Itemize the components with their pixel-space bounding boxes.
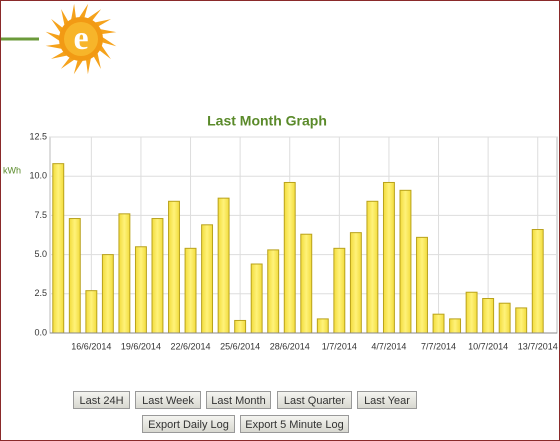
- bar: [465, 291, 478, 334]
- bar: [382, 181, 395, 334]
- y-tick-label: 2.5: [34, 288, 47, 298]
- sun-ray: [45, 31, 62, 42]
- bar: [416, 236, 428, 334]
- x-tick-label: 19/6/2014: [121, 341, 161, 351]
- bar: [333, 247, 346, 334]
- button[interactable]: Last Year: [357, 391, 417, 409]
- bar: [515, 307, 528, 334]
- y-tick-label: 10.0: [29, 171, 47, 181]
- bar: [68, 218, 81, 334]
- chart-title: Last Month Graph: [207, 113, 327, 129]
- y-tick-label: 7.5: [34, 210, 47, 220]
- button[interactable]: Export 5 Minute Log: [240, 415, 349, 433]
- logo-sun: [45, 3, 117, 75]
- bar: [52, 163, 65, 334]
- bar: [531, 229, 544, 334]
- sun-ray: [98, 43, 111, 60]
- x-tick-label: 13/7/2014: [518, 341, 558, 351]
- sun-ray: [85, 56, 92, 75]
- sun-ray: [100, 36, 117, 47]
- bar: [267, 249, 280, 334]
- bar: [217, 197, 230, 334]
- sun-ray: [45, 43, 64, 50]
- bar: [283, 181, 296, 334]
- sun-ray: [51, 18, 64, 35]
- x-tick-label: 16/6/2014: [71, 341, 111, 351]
- button[interactable]: Export Daily Log: [142, 415, 235, 433]
- x-tick-label: 22/6/2014: [171, 341, 211, 351]
- bar: [498, 302, 511, 334]
- sun-ray: [78, 3, 89, 20]
- button[interactable]: Last Week: [135, 391, 201, 409]
- bar: [85, 290, 98, 334]
- y-axis-label: kWh: [3, 165, 21, 175]
- bar: [151, 218, 164, 334]
- bar: [250, 263, 263, 334]
- bar: [300, 233, 313, 334]
- bar: [101, 254, 114, 334]
- x-tick-label: 4/7/2014: [371, 341, 406, 351]
- bar: [349, 232, 362, 334]
- bar: [234, 319, 247, 334]
- chart: e Last Month Graph kWh 0.0 2.5 5.0 7.5 10.0 1…: [1, 3, 558, 351]
- y-tick-label: 5.0: [34, 249, 47, 259]
- bar: [432, 313, 445, 334]
- bar: [184, 247, 197, 334]
- logo-letter: e: [73, 20, 88, 57]
- bar: [482, 298, 495, 334]
- bar: [316, 318, 329, 334]
- bar: [134, 246, 147, 334]
- bar: [118, 213, 131, 334]
- sun-ray: [60, 56, 77, 69]
- button[interactable]: Last Quarter: [277, 391, 352, 409]
- bar: [449, 318, 462, 334]
- bar: [366, 200, 379, 334]
- bar: [399, 189, 412, 334]
- button[interactable]: Last 24H: [73, 391, 130, 409]
- x-tick-label: 7/7/2014: [421, 341, 456, 351]
- sun-ray: [73, 58, 84, 75]
- bar: [201, 224, 214, 334]
- x-tick-label: 10/7/2014: [468, 341, 508, 351]
- sun-ray: [98, 28, 117, 35]
- x-tick-label: 1/7/2014: [322, 341, 357, 351]
- bar: [168, 200, 180, 334]
- sun-ray: [70, 3, 77, 22]
- sun-ray: [85, 9, 102, 22]
- y-tick-label: 12.5: [29, 131, 47, 141]
- button[interactable]: Last Month: [206, 391, 271, 409]
- x-tick-label: 25/6/2014: [220, 341, 260, 351]
- y-tick-label: 0.0: [34, 327, 47, 337]
- x-tick-label: 28/6/2014: [270, 341, 310, 351]
